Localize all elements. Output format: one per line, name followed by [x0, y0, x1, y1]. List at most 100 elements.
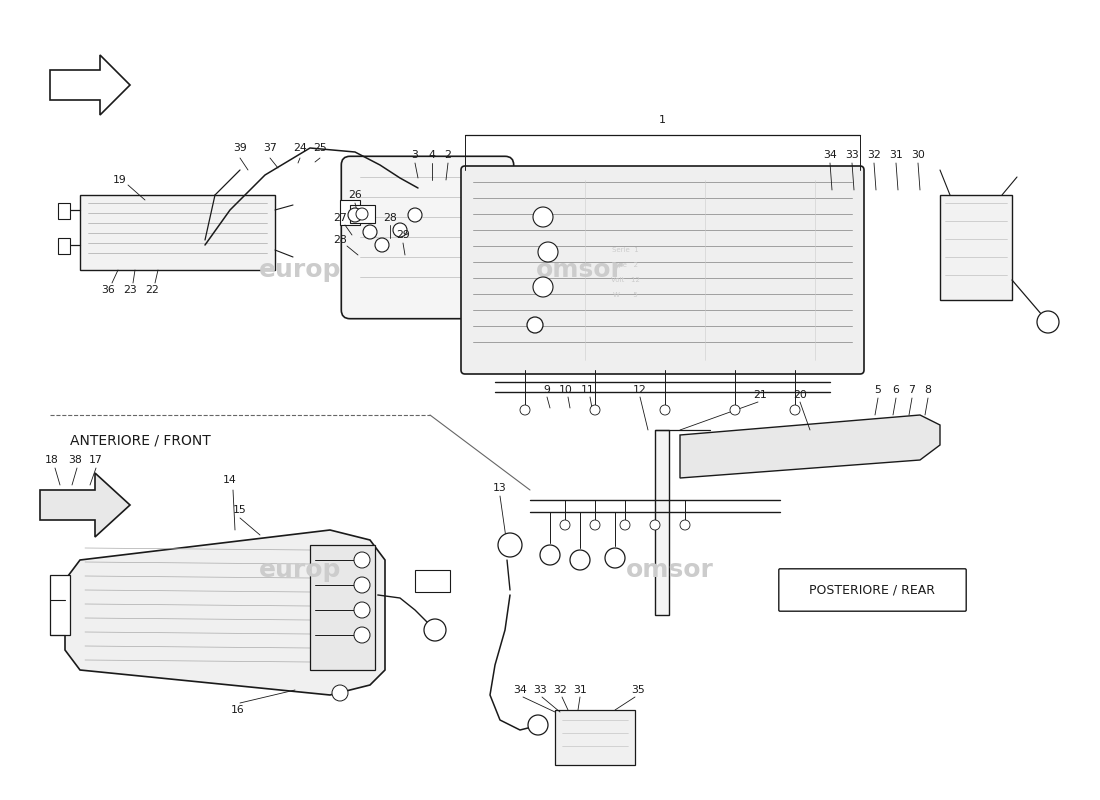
Text: 1: 1	[659, 115, 666, 125]
Text: 2: 2	[444, 150, 451, 160]
Text: 28: 28	[383, 213, 397, 223]
Text: 23: 23	[123, 285, 136, 295]
Circle shape	[354, 577, 370, 593]
Text: 16: 16	[231, 705, 245, 715]
Text: 39: 39	[233, 143, 246, 153]
Text: 34: 34	[823, 150, 837, 160]
Text: 5: 5	[874, 385, 881, 395]
Text: 26: 26	[348, 190, 362, 200]
Text: 28: 28	[333, 235, 346, 245]
Text: 4: 4	[429, 150, 436, 160]
Circle shape	[424, 619, 446, 641]
Circle shape	[356, 208, 369, 220]
Circle shape	[348, 208, 362, 222]
Text: 13: 13	[493, 483, 507, 493]
Text: 17: 17	[89, 455, 103, 465]
Text: 8: 8	[925, 385, 932, 395]
Bar	[940, 195, 1012, 300]
Text: Type   2: Type 2	[612, 262, 638, 268]
Circle shape	[498, 533, 522, 557]
Text: 33: 33	[845, 150, 859, 160]
Circle shape	[650, 520, 660, 530]
Polygon shape	[50, 55, 130, 115]
Bar	[58, 203, 70, 219]
Circle shape	[605, 548, 625, 568]
Circle shape	[540, 545, 560, 565]
Polygon shape	[40, 473, 130, 537]
Circle shape	[538, 242, 558, 262]
Circle shape	[560, 520, 570, 530]
Text: 12: 12	[634, 385, 647, 395]
Text: 15: 15	[233, 505, 246, 515]
Text: 27: 27	[333, 213, 346, 223]
Text: 34: 34	[513, 685, 527, 695]
Circle shape	[528, 715, 548, 735]
Bar	[310, 545, 375, 670]
Text: 29: 29	[396, 230, 410, 240]
Circle shape	[354, 627, 370, 643]
Circle shape	[527, 317, 543, 333]
Text: 14: 14	[223, 475, 236, 485]
Circle shape	[354, 602, 370, 618]
Circle shape	[534, 277, 553, 297]
Text: 32: 32	[867, 150, 881, 160]
Text: 18: 18	[45, 455, 59, 465]
Text: 38: 38	[68, 455, 81, 465]
Text: 7: 7	[909, 385, 915, 395]
Circle shape	[590, 520, 600, 530]
Text: europ: europ	[258, 558, 341, 582]
Text: 25: 25	[314, 143, 327, 153]
Circle shape	[408, 208, 422, 222]
Text: 11: 11	[581, 385, 595, 395]
Text: europ: europ	[258, 258, 341, 282]
Text: 20: 20	[793, 390, 807, 400]
Circle shape	[660, 405, 670, 415]
Text: Serie  1: Serie 1	[612, 247, 638, 253]
Bar	[654, 430, 669, 615]
Text: 30: 30	[911, 150, 925, 160]
Bar	[350, 205, 375, 223]
Polygon shape	[65, 530, 385, 695]
Text: 36: 36	[101, 285, 114, 295]
Text: 9: 9	[543, 385, 550, 395]
FancyBboxPatch shape	[779, 569, 966, 611]
Text: 6: 6	[892, 385, 900, 395]
Text: 10: 10	[559, 385, 573, 395]
Text: 31: 31	[573, 685, 587, 695]
Circle shape	[534, 207, 553, 227]
FancyBboxPatch shape	[341, 156, 514, 318]
Bar	[58, 238, 70, 254]
Circle shape	[790, 405, 800, 415]
Bar	[340, 200, 360, 225]
Circle shape	[354, 552, 370, 568]
Bar	[415, 570, 450, 592]
Bar	[50, 575, 70, 635]
Text: 24: 24	[293, 143, 307, 153]
Circle shape	[332, 685, 348, 701]
Circle shape	[590, 405, 600, 415]
Circle shape	[363, 225, 377, 239]
Text: 22: 22	[145, 285, 158, 295]
Text: omsor: omsor	[626, 558, 714, 582]
Bar	[556, 710, 635, 765]
Bar	[80, 195, 275, 270]
Circle shape	[1037, 311, 1059, 333]
Text: POSTERIORE / REAR: POSTERIORE / REAR	[808, 583, 935, 597]
Text: W      5: W 5	[613, 292, 637, 298]
Text: 35: 35	[631, 685, 645, 695]
Text: 31: 31	[889, 150, 903, 160]
Circle shape	[375, 238, 389, 252]
FancyBboxPatch shape	[461, 166, 864, 374]
Circle shape	[520, 405, 530, 415]
Circle shape	[570, 550, 590, 570]
Text: 21: 21	[754, 390, 767, 400]
Circle shape	[620, 520, 630, 530]
Text: 3: 3	[411, 150, 418, 160]
Text: ANTERIORE / FRONT: ANTERIORE / FRONT	[69, 433, 210, 447]
Text: omsor: omsor	[536, 258, 624, 282]
Text: 33: 33	[534, 685, 547, 695]
Circle shape	[730, 405, 740, 415]
Text: Volt   12: Volt 12	[610, 277, 639, 283]
Text: 19: 19	[113, 175, 127, 185]
Circle shape	[680, 520, 690, 530]
